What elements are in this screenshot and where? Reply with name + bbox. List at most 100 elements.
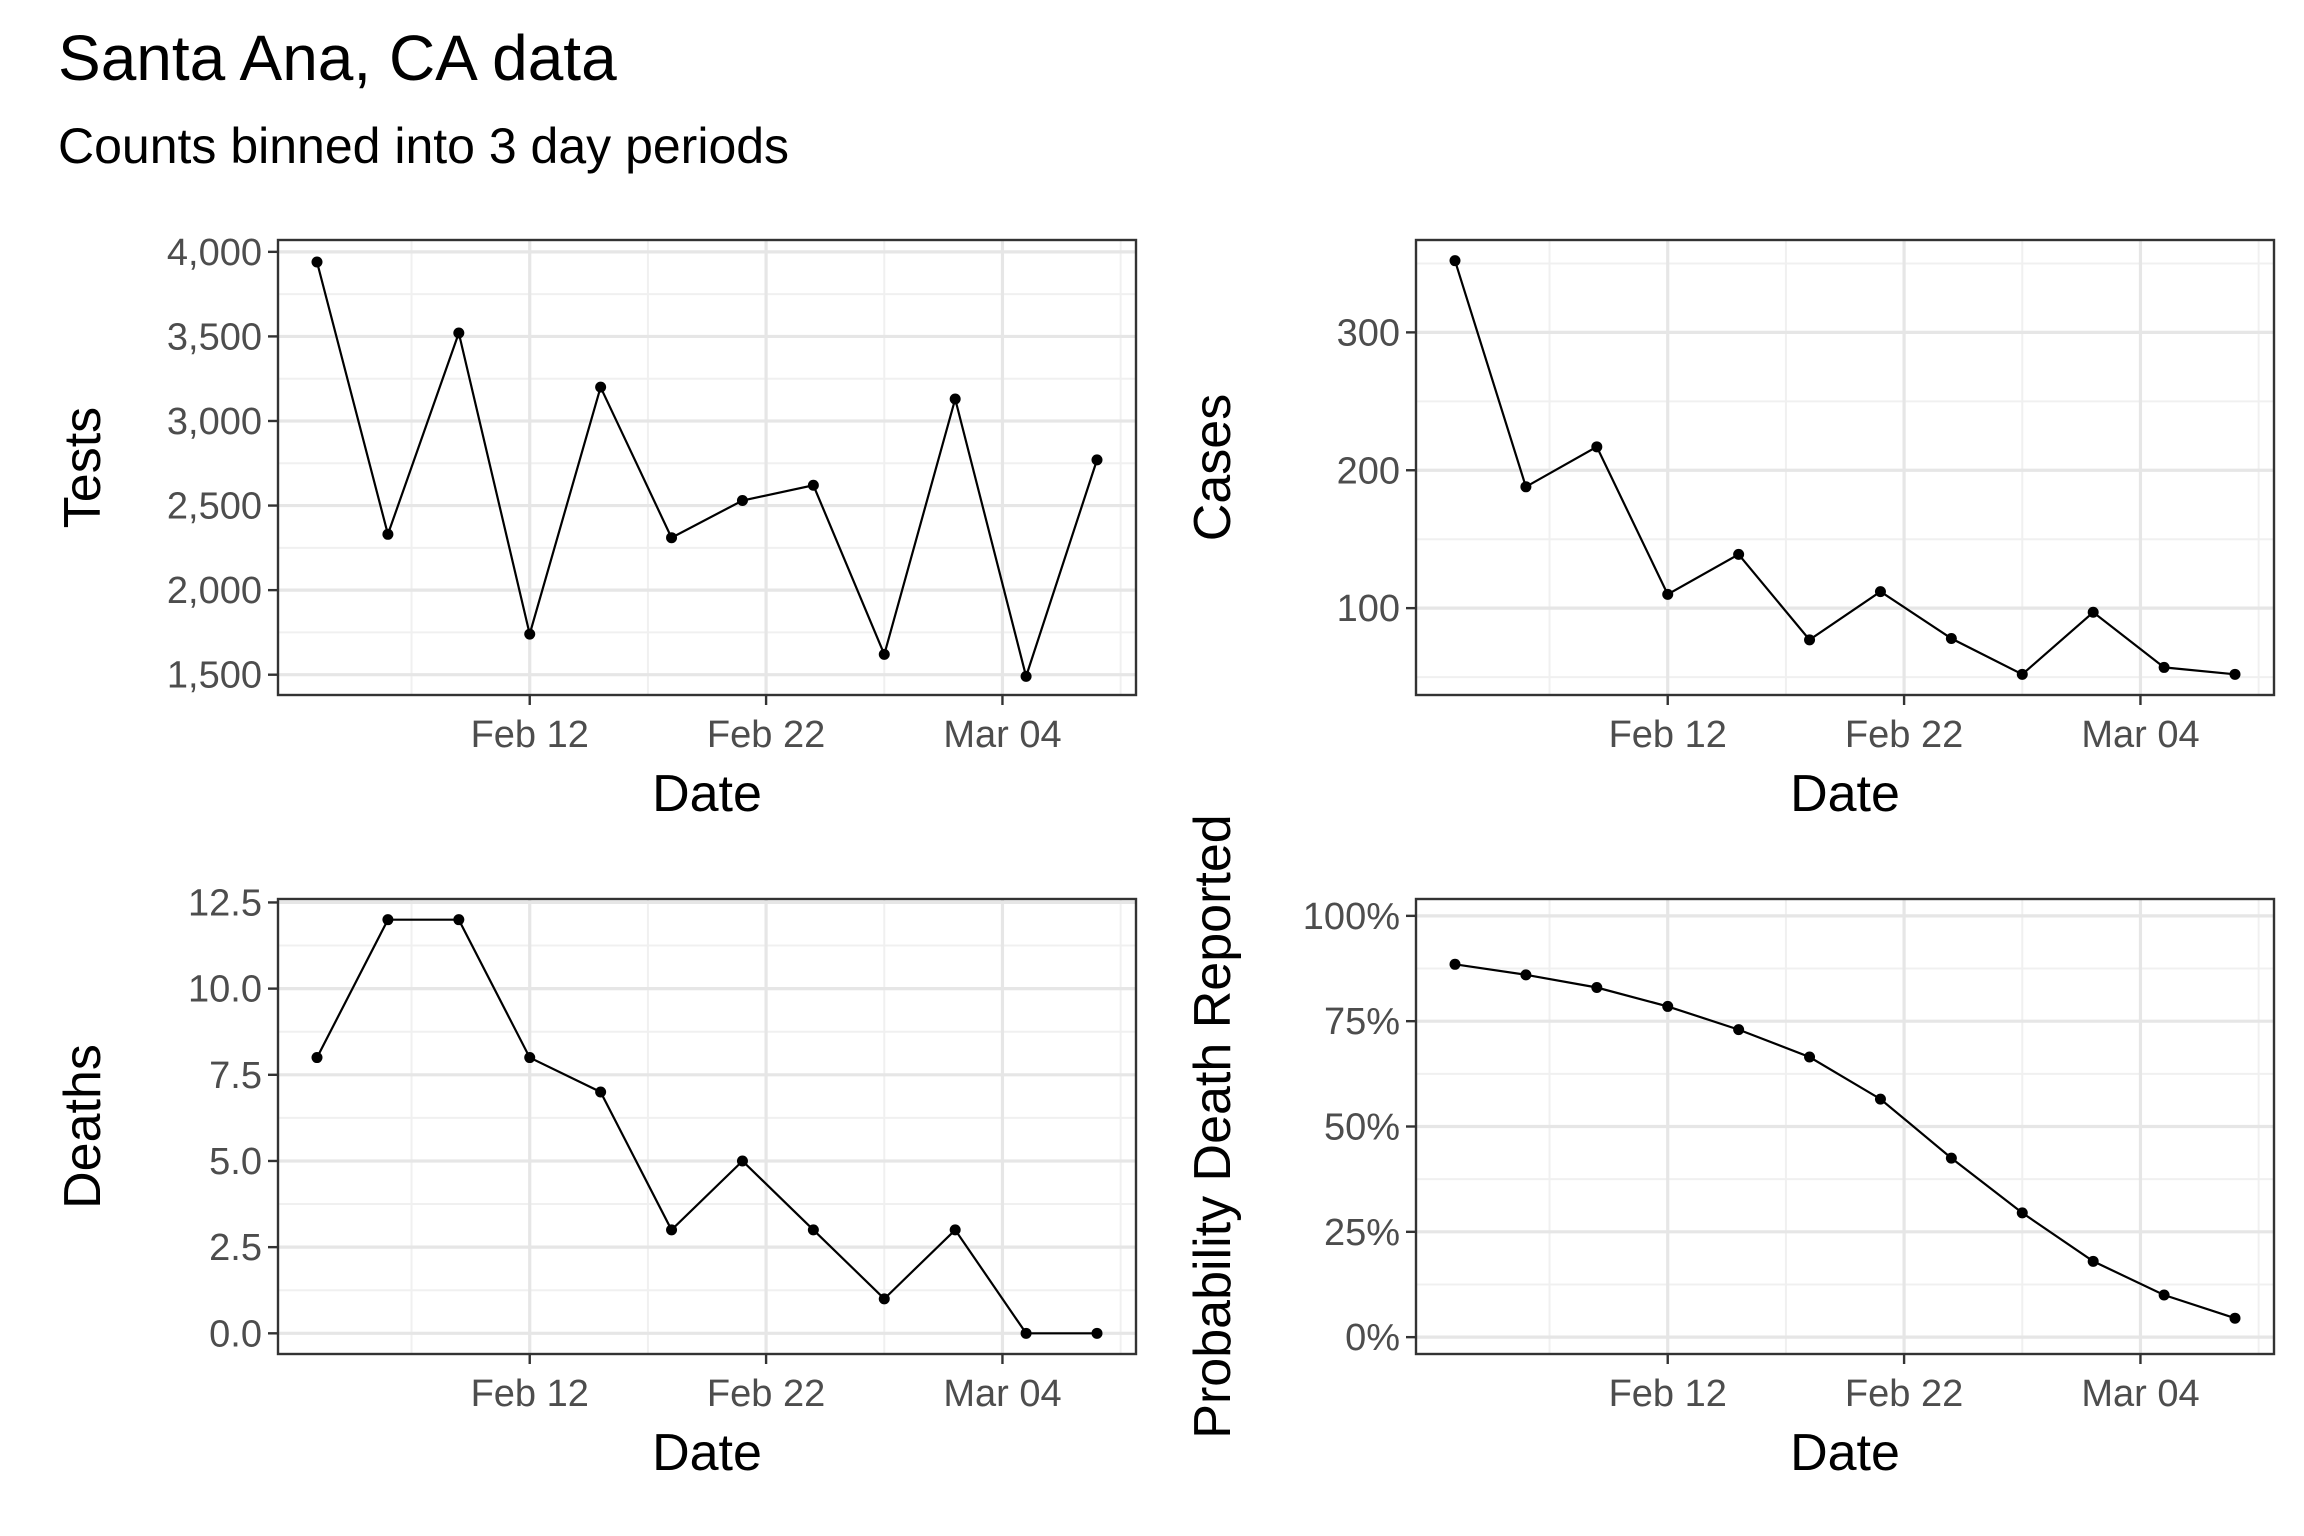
data-point-2 [1591,981,1603,993]
y-tick-label: 12.5 [188,882,262,924]
x-tick-label: Feb 12 [471,1373,589,1415]
data-point-3 [1662,1000,1674,1012]
y-tick-label: 0.0 [209,1313,262,1355]
data-point-10 [1020,1327,1032,1339]
x-tick-label: Mar 04 [943,1373,1061,1415]
data-point-9 [949,393,961,405]
x-tick-label: Feb 12 [1609,1373,1727,1415]
panel-1: 100 200 300 Feb 12 Feb 22 Mar 04 Date Cases [1184,238,2276,823]
panel-0: 1,500 2,000 2,500 3,000 3,500 4,000 Feb 12 Feb … [54,232,1138,823]
y-tick-label: 2.5 [209,1227,262,1269]
data-point-5 [666,532,678,544]
panel-grid [278,899,1136,1354]
x-tick-label: Feb 22 [1845,1373,1963,1415]
y-tick-label: 5.0 [209,1141,262,1183]
data-point-11 [2229,668,2241,680]
data-point-0 [1449,255,1461,267]
x-axis-title: Date [652,1424,762,1482]
data-point-6 [1874,586,1886,598]
x-tick-label: Mar 04 [2081,1373,2199,1415]
panel-background [278,240,1136,695]
data-point-6 [736,494,748,506]
y-axis-title: Cases [1184,394,1242,541]
data-point-5 [666,1224,678,1236]
data-point-1 [1520,481,1532,493]
x-axis-title: Date [1790,765,1900,823]
panel-background [278,899,1136,1354]
data-point-8 [878,648,890,660]
x-tick-label: Feb 12 [471,714,589,756]
data-point-8 [2016,1207,2028,1219]
panel-background [1416,240,2274,695]
data-point-0 [311,1052,323,1064]
x-tick-label: Feb 22 [707,1373,825,1415]
data-point-9 [949,1224,961,1236]
data-point-9 [2087,606,2099,618]
panel-border [1414,238,2276,697]
data-point-2 [1591,441,1603,453]
data-point-3 [524,1052,536,1064]
data-point-6 [1874,1093,1886,1105]
data-point-10 [2158,661,2170,673]
data-point-7 [1945,632,1957,644]
data-point-10 [1020,670,1032,682]
series-line [1453,260,2236,676]
data-point-5 [1804,1051,1816,1063]
series-line [315,261,1099,681]
y-tick-label: 10.0 [188,969,262,1011]
x-tick-label: Feb 12 [1609,714,1727,756]
y-tick-label: 4,000 [167,232,262,274]
data-point-4 [1733,548,1745,560]
panel-2: 0.0 2.5 5.0 7.5 10.0 12.5 Feb 12 Feb 22 Mar 04 Da… [54,882,1138,1482]
series-line [316,918,1097,1335]
panel-grid [1416,240,2274,695]
data-point-0 [1449,958,1461,970]
data-point-7 [807,1224,819,1236]
y-tick-label: 200 [1337,450,1400,492]
x-tick-label: Feb 22 [707,714,825,756]
data-point-1 [1520,969,1532,981]
data-point-4 [595,1086,607,1098]
y-tick-label: 25% [1324,1212,1400,1254]
data-point-7 [807,479,819,491]
data-point-1 [382,914,394,926]
data-point-2 [453,327,465,339]
data-point-11 [1091,454,1103,466]
panel-grid [278,240,1136,695]
y-tick-label: 100% [1303,896,1400,938]
data-point-6 [736,1155,748,1167]
y-tick-label: 7.5 [209,1055,262,1097]
x-tick-label: Feb 22 [1845,714,1963,756]
data-point-7 [1945,1152,1957,1164]
x-axis-title: Date [652,765,762,823]
figure-subtitle: Counts binned into 3 day periods [58,118,790,174]
y-tick-label: 50% [1324,1107,1400,1149]
data-point-11 [1091,1327,1103,1339]
data-point-8 [878,1293,890,1305]
y-axis-title: Probability Death Reported [1184,814,1242,1438]
y-axis-title: Deaths [54,1044,112,1209]
y-tick-label: 100 [1337,588,1400,630]
data-point-0 [311,256,323,268]
data-point-8 [2016,668,2028,680]
data-point-3 [524,628,536,640]
data-point-1 [382,528,394,540]
y-tick-label: 300 [1337,312,1400,354]
panel-border [276,897,1138,1356]
data-point-2 [453,914,465,926]
x-tick-label: Mar 04 [2081,714,2199,756]
data-point-3 [1662,588,1674,600]
y-tick-label: 75% [1324,1001,1400,1043]
data-point-4 [595,381,607,393]
y-tick-label: 0% [1345,1317,1400,1359]
y-tick-label: 2,500 [167,486,262,528]
data-point-4 [1733,1024,1745,1036]
y-tick-label: 2,000 [167,570,262,612]
panel-3: 0% 25% 50% 75% 100% Feb 12 Feb 22 Mar 04 Date Pro… [1184,814,2276,1482]
series-line [1454,963,2236,1320]
data-point-10 [2158,1289,2170,1301]
figure-title: Santa Ana, CA data [58,22,617,94]
data-point-9 [2087,1255,2099,1267]
y-tick-label: 3,500 [167,316,262,358]
